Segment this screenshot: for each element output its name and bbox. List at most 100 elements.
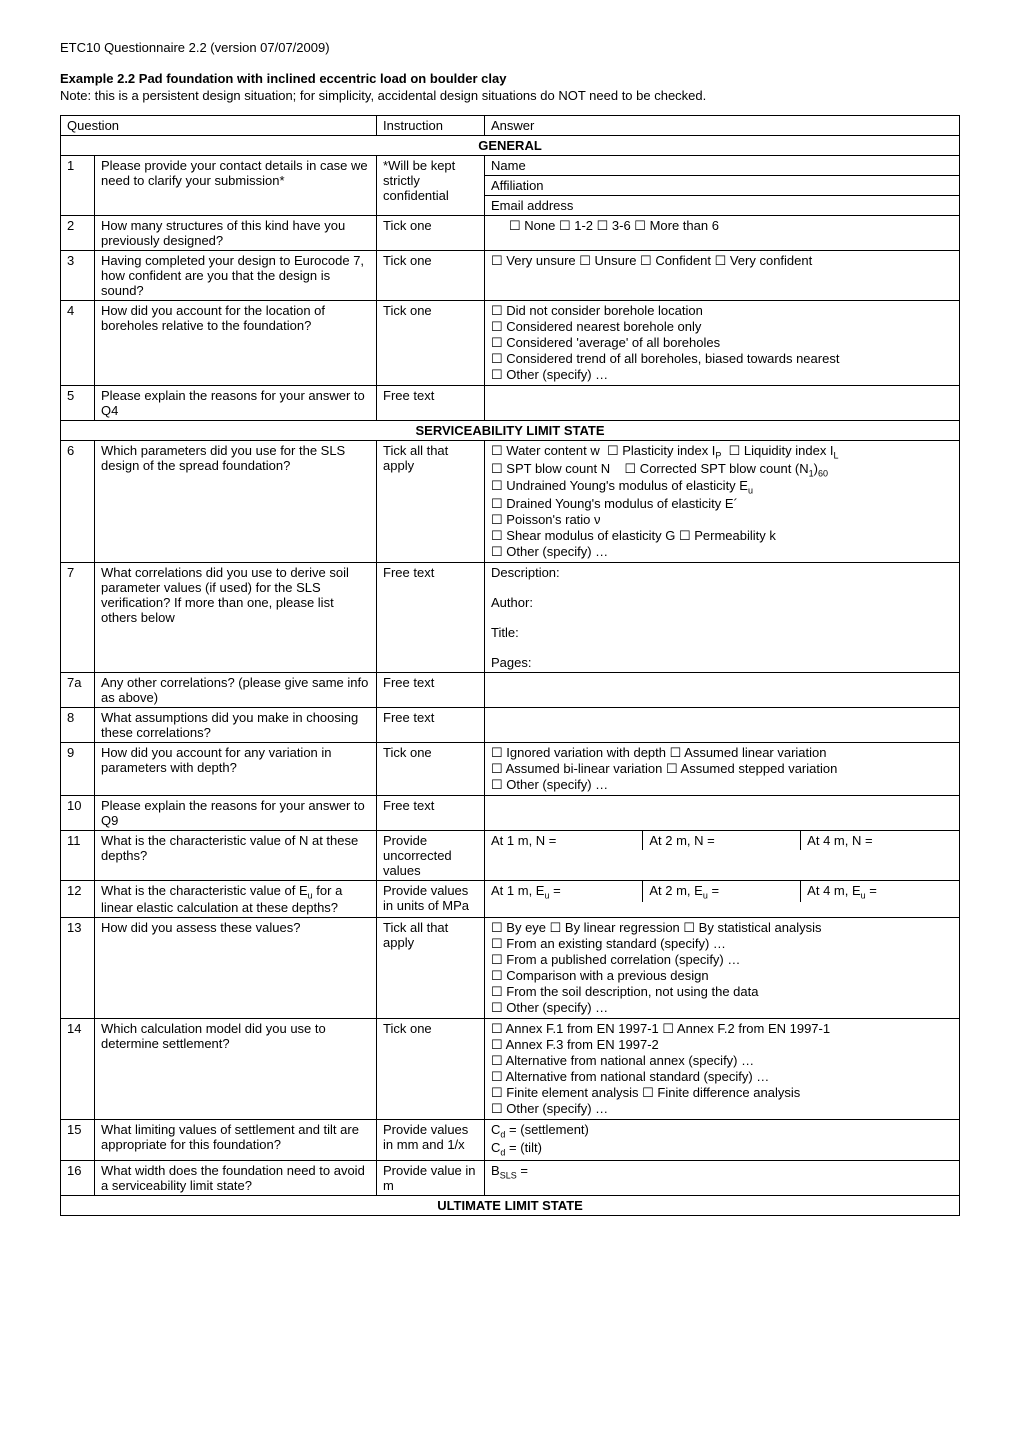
- answer-cell: Name Affiliation Email address: [485, 156, 960, 216]
- value-settlement[interactable]: Cd = (settlement): [491, 1122, 953, 1140]
- answer-name[interactable]: Name: [485, 156, 959, 176]
- value-at-2m[interactable]: At 2 m, Eu =: [643, 881, 801, 903]
- row-7a: 7a Any other correlations? (please give …: [61, 672, 960, 707]
- row-8: 8 What assumptions did you make in choos…: [61, 707, 960, 742]
- value-at-1m[interactable]: At 1 m, N =: [485, 831, 643, 850]
- question-text: How did you account for the location of …: [95, 301, 377, 386]
- row-14: 14 Which calculation model did you use t…: [61, 1019, 960, 1120]
- instruction-text: Provide value in m: [377, 1160, 485, 1195]
- opt[interactable]: ☐ Water content w ☐ Plasticity index IP …: [491, 443, 953, 461]
- answer-value[interactable]: BSLS =: [485, 1160, 960, 1195]
- opt[interactable]: ☐ Finite element analysis ☐ Finite diffe…: [491, 1085, 953, 1101]
- row-9: 9 How did you account for any variation …: [61, 742, 960, 795]
- value-at-4m[interactable]: At 4 m, N =: [801, 831, 959, 850]
- opt[interactable]: ☐ Ignored variation with depth ☐ Assumed…: [491, 745, 953, 761]
- answer-options[interactable]: ☐ Very unsure ☐ Unsure ☐ Confident ☐ Ver…: [485, 251, 960, 301]
- question-text: Please explain the reasons for your answ…: [95, 795, 377, 830]
- row-num: 13: [61, 918, 95, 1019]
- opt[interactable]: ☐ Annex F.1 from EN 1997-1 ☐ Annex F.2 f…: [491, 1021, 953, 1037]
- row-1: 1 Please provide your contact details in…: [61, 156, 960, 216]
- row-2: 2 How many structures of this kind have …: [61, 216, 960, 251]
- section-sls: SERVICEABILITY LIMIT STATE: [61, 421, 960, 441]
- question-text: What is the characteristic value of Eu f…: [95, 880, 377, 918]
- row-num: 11: [61, 830, 95, 880]
- answer-options[interactable]: ☐ None ☐ 1-2 ☐ 3-6 ☐ More than 6: [485, 216, 960, 251]
- row-num: 7a: [61, 672, 95, 707]
- opt[interactable]: ☐ Did not consider borehole location: [491, 303, 953, 319]
- row-num: 10: [61, 795, 95, 830]
- field-title[interactable]: Title:: [491, 625, 953, 640]
- opt[interactable]: ☐ Comparison with a previous design: [491, 968, 953, 984]
- row-num: 8: [61, 707, 95, 742]
- opt[interactable]: ☐ From an existing standard (specify) …: [491, 936, 953, 952]
- opt[interactable]: ☐ Other (specify) …: [491, 1101, 953, 1117]
- opt[interactable]: ☐ Annex F.3 from EN 1997-2: [491, 1037, 953, 1053]
- instruction-text: Tick one: [377, 1019, 485, 1120]
- instruction-text: Free text: [377, 795, 485, 830]
- instruction-text: Provide uncorrected values: [377, 830, 485, 880]
- row-num: 9: [61, 742, 95, 795]
- opt[interactable]: ☐ Poisson's ratio ν: [491, 512, 953, 528]
- opt[interactable]: ☐ Assumed bi-linear variation ☐ Assumed …: [491, 761, 953, 777]
- answer-freetext[interactable]: [485, 672, 960, 707]
- row-4: 4 How did you account for the location o…: [61, 301, 960, 386]
- field-pages[interactable]: Pages:: [491, 655, 953, 670]
- opt[interactable]: ☐ From the soil description, not using t…: [491, 984, 953, 1000]
- instruction-text: *Will be kept strictly confidential: [377, 156, 485, 216]
- opt[interactable]: ☐ Considered trend of all boreholes, bia…: [491, 351, 953, 367]
- answer-freetext[interactable]: [485, 386, 960, 421]
- opt[interactable]: ☐ Considered nearest borehole only: [491, 319, 953, 335]
- opt[interactable]: ☐ Other (specify) …: [491, 544, 953, 560]
- opt[interactable]: ☐ From a published correlation (specify)…: [491, 952, 953, 968]
- example-title: Example 2.2 Pad foundation with inclined…: [60, 71, 506, 86]
- answer-options[interactable]: ☐ Did not consider borehole location ☐ C…: [485, 301, 960, 386]
- question-text: What is the characteristic value of N at…: [95, 830, 377, 880]
- opt[interactable]: ☐ Drained Young's modulus of elasticity …: [491, 496, 953, 512]
- opt[interactable]: ☐ By eye ☐ By linear regression ☐ By sta…: [491, 920, 953, 936]
- value-tilt[interactable]: Cd = (tilt): [491, 1140, 953, 1158]
- row-num: 15: [61, 1120, 95, 1160]
- opt[interactable]: ☐ Shear modulus of elasticity G ☐ Permea…: [491, 528, 953, 544]
- answer-options[interactable]: ☐ Water content w ☐ Plasticity index IP …: [485, 441, 960, 563]
- row-5: 5 Please explain the reasons for your an…: [61, 386, 960, 421]
- opt[interactable]: ☐ Other (specify) …: [491, 1000, 953, 1016]
- value-at-1m[interactable]: At 1 m, Eu =: [485, 881, 643, 903]
- instruction-text: Free text: [377, 707, 485, 742]
- answer-options[interactable]: ☐ Ignored variation with depth ☐ Assumed…: [485, 742, 960, 795]
- row-num: 4: [61, 301, 95, 386]
- opt[interactable]: ☐ Other (specify) …: [491, 367, 953, 383]
- opt[interactable]: ☐ Alternative from national annex (speci…: [491, 1053, 953, 1069]
- th-instruction: Instruction: [377, 116, 485, 136]
- opt[interactable]: ☐ SPT blow count N ☐ Corrected SPT blow …: [491, 461, 953, 479]
- section-general: GENERAL: [61, 136, 960, 156]
- row-num: 16: [61, 1160, 95, 1195]
- answer-options[interactable]: ☐ Annex F.1 from EN 1997-1 ☐ Annex F.2 f…: [485, 1019, 960, 1120]
- value-at-4m[interactable]: At 4 m, Eu =: [801, 881, 959, 903]
- answer-freetext[interactable]: [485, 795, 960, 830]
- question-text: How did you assess these values?: [95, 918, 377, 1019]
- opt[interactable]: ☐ Undrained Young's modulus of elasticit…: [491, 478, 953, 496]
- answer-freetext[interactable]: [485, 707, 960, 742]
- instruction-text: Free text: [377, 672, 485, 707]
- instruction-text: Tick one: [377, 251, 485, 301]
- answer-email[interactable]: Email address: [485, 196, 959, 216]
- doc-header: ETC10 Questionnaire 2.2 (version 07/07/2…: [60, 40, 960, 55]
- value-at-2m[interactable]: At 2 m, N =: [643, 831, 801, 850]
- answer-affiliation[interactable]: Affiliation: [485, 176, 959, 196]
- opt[interactable]: ☐ Alternative from national standard (sp…: [491, 1069, 953, 1085]
- answer-options[interactable]: ☐ By eye ☐ By linear regression ☐ By sta…: [485, 918, 960, 1019]
- field-author[interactable]: Author:: [491, 595, 953, 610]
- row-num: 7: [61, 562, 95, 672]
- row-11: 11 What is the characteristic value of N…: [61, 830, 960, 880]
- instruction-text: Free text: [377, 562, 485, 672]
- answer-values[interactable]: Cd = (settlement) Cd = (tilt): [485, 1120, 960, 1160]
- opt[interactable]: ☐ Other (specify) …: [491, 777, 953, 793]
- field-description[interactable]: Description:: [491, 565, 953, 580]
- answer-freetext[interactable]: Description: Author: Title: Pages:: [485, 562, 960, 672]
- row-num: 14: [61, 1019, 95, 1120]
- question-text: What assumptions did you make in choosin…: [95, 707, 377, 742]
- instruction-text: Tick one: [377, 742, 485, 795]
- question-text: What limiting values of settlement and t…: [95, 1120, 377, 1160]
- header-row: Question Instruction Answer: [61, 116, 960, 136]
- opt[interactable]: ☐ Considered 'average' of all boreholes: [491, 335, 953, 351]
